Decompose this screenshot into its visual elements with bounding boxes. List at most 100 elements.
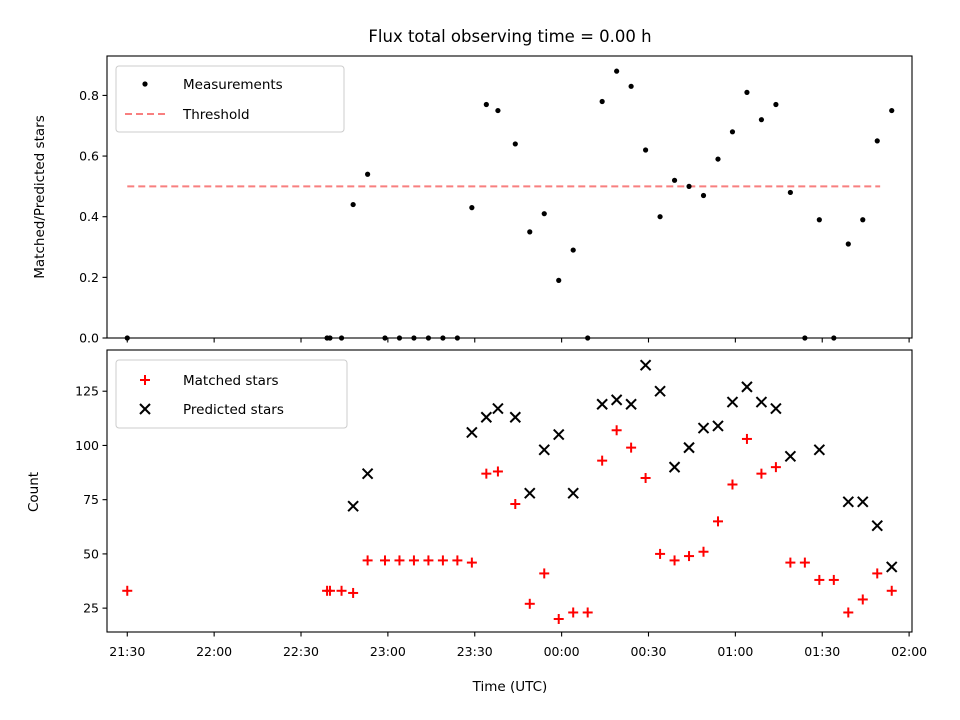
matched-stars-point xyxy=(539,568,550,579)
predicted-stars-point xyxy=(596,398,608,410)
top-legend: Measurements Threshold xyxy=(115,65,345,133)
measurement-point xyxy=(671,177,678,183)
measurement-point xyxy=(469,205,475,211)
top-axes-frame xyxy=(106,55,913,339)
legend-label-matched-stars: Matched stars xyxy=(183,373,279,389)
matched-stars-point xyxy=(857,594,868,605)
matched-stars-point xyxy=(492,466,503,477)
bottom-x-ticks: 21:30 22:00 22:30 23:00 23:30 00:00 00:30 01:00… xyxy=(109,632,927,659)
predicted-stars-point xyxy=(712,420,724,432)
predicted-stars-point xyxy=(625,398,637,410)
matched-stars-point xyxy=(611,425,622,436)
matched-stars-point xyxy=(394,555,405,566)
measurement-point xyxy=(556,277,562,283)
matched-stars-point xyxy=(510,499,521,510)
measurement-point xyxy=(483,101,489,108)
x-tick-label: 00:30 xyxy=(630,644,666,659)
legend-label-measurements: Measurements xyxy=(183,77,283,93)
measurement-point xyxy=(715,156,721,162)
predicted-stars-point xyxy=(610,394,623,406)
predicted-stars-point xyxy=(784,450,797,462)
matched-stars-point xyxy=(524,598,535,609)
predicted-stars-point xyxy=(741,381,753,393)
legend-label-predicted-stars: Predicted stars xyxy=(183,402,284,418)
predicted-stars-point xyxy=(639,359,652,371)
top-panel: Matched/Predicted stars 0.00.20.40.60.8 … xyxy=(32,55,913,346)
measurement-point xyxy=(657,214,663,220)
predicted-stars-point xyxy=(480,411,493,423)
matched-stars-point xyxy=(843,607,854,618)
matched-stars-point xyxy=(712,516,723,527)
predicted-stars-point xyxy=(466,426,478,439)
measurement-point xyxy=(860,217,866,223)
measurement-point xyxy=(787,189,793,196)
matched-stars-point xyxy=(741,433,752,444)
predicted-stars-point xyxy=(524,487,536,499)
measurement-point xyxy=(729,129,736,135)
bottom-legend: Matched stars Predicted stars xyxy=(115,359,348,429)
top-y-tick-label: 0.4 xyxy=(79,209,99,224)
bottom-ylabel: Count xyxy=(26,472,42,512)
matched-stars-point xyxy=(348,587,359,598)
x-tick-label: 22:30 xyxy=(283,644,319,659)
x-tick-label: 02:00 xyxy=(891,644,927,659)
matched-stars-point xyxy=(626,442,637,453)
measurement-point xyxy=(816,217,822,223)
predicted-stars-point xyxy=(726,396,739,408)
matched-stars-point xyxy=(799,557,810,568)
predicted-stars-point xyxy=(492,402,504,415)
measurement-point xyxy=(686,183,692,189)
predicted-stars-point xyxy=(567,487,579,499)
measurement-point xyxy=(512,141,518,147)
matched-stars-point xyxy=(655,548,666,559)
bottom-legend-box xyxy=(115,359,348,429)
matched-stars-point xyxy=(814,574,825,585)
predicted-stars-point xyxy=(871,520,883,532)
matched-stars-point xyxy=(684,551,695,562)
legend-marker-matched-stars xyxy=(140,375,150,385)
matched-stars-point xyxy=(452,555,463,566)
measurement-point xyxy=(773,101,779,108)
bottom-y-tick-label: 100 xyxy=(75,438,99,453)
measurement-point xyxy=(700,192,707,199)
x-tick-label: 00:00 xyxy=(544,644,580,659)
predicted-stars-point xyxy=(509,411,521,423)
predicted-stars-point xyxy=(755,396,768,408)
matched-stars-point xyxy=(756,468,767,479)
top-y-tick-label: 0.8 xyxy=(79,88,99,103)
predicted-stars-point xyxy=(654,385,666,397)
measurement-point xyxy=(365,171,371,177)
legend-marker-predicted-stars xyxy=(139,403,151,415)
matched-stars-point xyxy=(437,555,448,566)
top-y-tick-label: 0.2 xyxy=(79,270,99,285)
chart-title: Flux total observing time = 0.00 h xyxy=(368,27,651,46)
predicted-stars-point xyxy=(842,496,855,508)
x-tick-label: 22:00 xyxy=(196,644,232,659)
x-tick-label: 23:00 xyxy=(370,644,406,659)
matched-stars-point xyxy=(872,568,883,579)
measurement-point xyxy=(570,247,576,253)
matched-stars-point xyxy=(727,479,738,490)
top-legend-box xyxy=(115,65,345,133)
bottom-xlabel: Time (UTC) xyxy=(472,679,548,695)
measurement-point xyxy=(599,98,605,105)
measurement-point xyxy=(628,83,634,89)
measurement-point xyxy=(642,147,649,153)
predicted-stars-point xyxy=(347,500,359,512)
predicted-stars-point xyxy=(697,422,710,434)
measurement-point xyxy=(889,107,895,114)
matched-stars-point xyxy=(122,585,133,596)
matched-stars-point xyxy=(886,585,897,596)
x-tick-label: 23:30 xyxy=(457,644,493,659)
matched-stars-point xyxy=(698,546,709,557)
legend-label-threshold: Threshold xyxy=(182,107,250,123)
predicted-stars-point xyxy=(770,402,782,415)
measurement-point xyxy=(744,89,750,95)
matched-stars-point xyxy=(828,574,839,585)
predicted-stars-point xyxy=(857,496,869,508)
matched-stars-point xyxy=(324,585,335,596)
measurement-point xyxy=(874,138,880,144)
x-tick-label: 21:30 xyxy=(109,644,145,659)
bottom-marks xyxy=(122,359,898,624)
